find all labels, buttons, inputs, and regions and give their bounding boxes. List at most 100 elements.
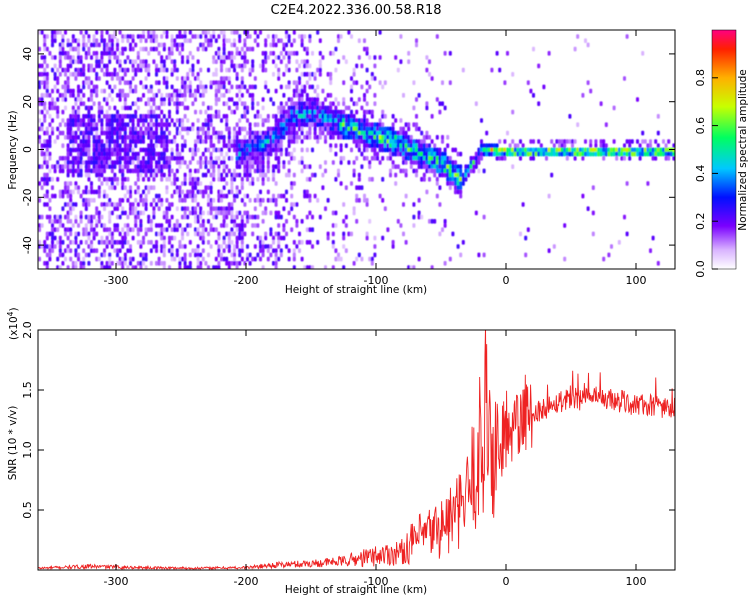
- spectrogram-cell: [235, 130, 239, 136]
- spectrogram-cell: [261, 219, 265, 224]
- spectrogram-cell: [230, 109, 234, 115]
- spectrogram-cell: [191, 122, 195, 127]
- spectrogram-cell: [116, 114, 119, 119]
- spectrogram-cell: [43, 55, 47, 60]
- spectrogram-cell: [266, 164, 270, 169]
- spectrogram-cell: [269, 244, 273, 249]
- spectrogram-cell: [326, 122, 330, 127]
- spectrogram-cell: [235, 172, 239, 178]
- spectrogram-cell: [188, 177, 192, 182]
- spectrogram-cell: [69, 122, 73, 127]
- spectrogram-cell: [139, 130, 143, 136]
- spectrogram-cell: [100, 118, 104, 123]
- spectrogram-cell: [191, 185, 195, 190]
- spectrogram-cell: [97, 189, 101, 195]
- spectrogram-cell: [305, 51, 309, 56]
- spectrogram-cell: [45, 109, 49, 115]
- spectrogram-cell: [305, 59, 309, 64]
- spectrogram-cell: [51, 219, 54, 224]
- spectrogram-cell: [350, 114, 353, 119]
- spectrogram-cell: [92, 135, 96, 140]
- snr-y-scale-label: (x104): [6, 307, 20, 340]
- spectrogram-cell: [277, 38, 281, 43]
- spectrogram-cell: [672, 151, 675, 157]
- spectrogram-cell: [157, 105, 161, 111]
- spectrogram-cell: [201, 42, 205, 48]
- spectrogram-cell: [347, 105, 351, 111]
- spectrogram-cell: [651, 147, 655, 153]
- spectrogram-cell: [430, 265, 434, 269]
- spectrogram-cell: [134, 206, 138, 211]
- spectrogram-cell: [243, 55, 247, 60]
- spectrogram-cell: [74, 46, 78, 52]
- spectrogram-cell: [199, 93, 203, 98]
- spectrogram-cell: [144, 231, 148, 237]
- spectrogram-cell: [376, 135, 379, 140]
- spectrogram-cell: [188, 223, 192, 228]
- spectrogram-cell: [199, 252, 203, 258]
- spectrogram-cell: [305, 164, 309, 169]
- spectrogram-cell: [235, 160, 239, 165]
- spectrogram-cell: [456, 151, 460, 157]
- spectrogram-cell: [415, 139, 418, 144]
- spectrogram-cell: [149, 114, 153, 119]
- spectrogram-cell: [435, 156, 439, 161]
- spectrogram-cell: [300, 160, 304, 165]
- spectrogram-cell: [186, 88, 190, 94]
- spectrogram-cell: [82, 198, 86, 203]
- spectrogram-cell: [298, 93, 301, 98]
- spectrogram-cell: [45, 151, 49, 157]
- spectrogram-cell: [116, 109, 119, 115]
- spectrogram-cell: [261, 143, 265, 148]
- spectrogram-cell: [69, 46, 73, 52]
- spectrogram-cell: [365, 231, 369, 237]
- spectrogram-cell: [594, 139, 598, 144]
- spectrogram-cell: [264, 80, 268, 85]
- spectrogram-cell: [201, 172, 205, 178]
- spectrogram-cell: [43, 80, 47, 85]
- spectrogram-cell: [196, 227, 200, 232]
- spectrogram-cell: [48, 214, 52, 220]
- spectrogram-cell: [71, 130, 75, 136]
- spectrogram-cell: [350, 181, 353, 186]
- spectrogram-cell: [38, 227, 41, 232]
- spectrogram-cell: [103, 72, 106, 77]
- spectrogram-cell: [136, 261, 140, 266]
- spectrogram-cell: [399, 151, 403, 157]
- spectrogram-cell: [352, 130, 356, 136]
- spectrogram-cell: [295, 105, 299, 111]
- spectrogram-cell: [162, 172, 166, 178]
- spectrogram-cell: [461, 67, 465, 73]
- spectrogram-cell: [66, 210, 70, 216]
- spectrogram-cell: [243, 168, 247, 174]
- spectrogram-cell: [498, 67, 502, 73]
- spectrogram-cell: [82, 139, 86, 144]
- spectrogram-cell: [123, 139, 127, 144]
- spectrogram-cell: [131, 118, 135, 123]
- spectrogram-cell: [435, 168, 439, 174]
- spectrogram-cell: [168, 164, 171, 169]
- spectrogram-cell: [370, 76, 374, 81]
- spectrogram-cell: [131, 63, 135, 69]
- spectrogram-cell: [217, 231, 221, 237]
- spectrogram-cell: [261, 135, 265, 140]
- spectrogram-y-tick-label: 40: [21, 47, 34, 61]
- spectrogram-cell: [90, 219, 93, 224]
- spectrogram-cell: [357, 147, 361, 153]
- snr-y-ticks: 0.51.01.52.0: [21, 321, 675, 519]
- spectrogram-cell: [66, 219, 70, 224]
- spectrogram-cell: [576, 151, 580, 157]
- spectrogram-cell: [386, 227, 390, 232]
- spectrogram-y-tick-label: 0: [21, 146, 34, 153]
- spectrogram-cell: [225, 122, 229, 127]
- spectrogram-cell: [181, 80, 184, 85]
- spectrogram-cell: [477, 252, 481, 258]
- spectrogram-cell: [71, 261, 75, 266]
- spectrogram-cell: [97, 185, 101, 190]
- spectrogram-cell: [607, 147, 611, 153]
- spectrogram-cell: [157, 114, 161, 119]
- spectrogram-cell: [277, 193, 281, 199]
- spectrogram-cell: [277, 118, 281, 123]
- spectrogram-cell: [425, 160, 429, 165]
- spectrogram-cell: [51, 42, 54, 48]
